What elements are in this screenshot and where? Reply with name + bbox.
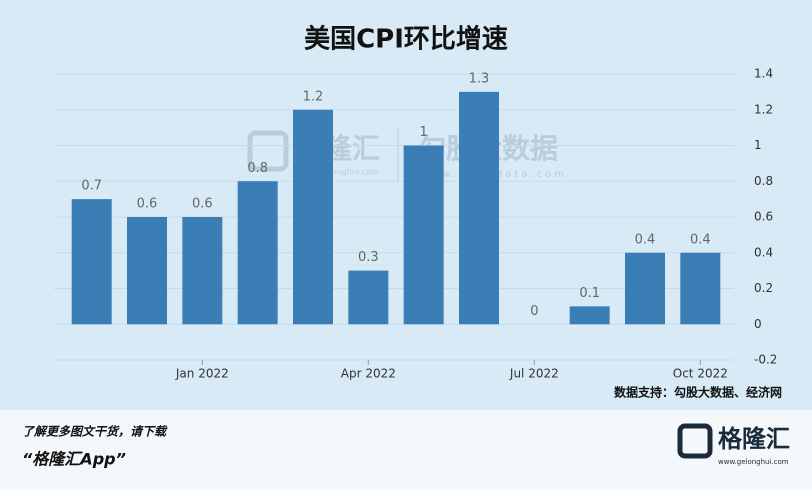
bar (569, 306, 610, 325)
value-label: 0.4 (635, 232, 656, 247)
value-label: 1.3 (469, 71, 490, 86)
value-label: 0.8 (247, 161, 268, 176)
x-tick-label: Apr 2022 (341, 367, 396, 381)
x-tick-label: Jan 2022 (175, 367, 229, 381)
y-tick-label: 0.6 (754, 210, 773, 224)
footer-logo-icon (677, 423, 713, 459)
bar (459, 91, 499, 325)
bar (625, 252, 665, 325)
y-tick-label: 0.4 (754, 245, 773, 259)
bar (293, 109, 333, 325)
footer-app: “格隆汇App” (22, 450, 126, 469)
x-tick-label: Oct 2022 (673, 367, 728, 381)
bar (680, 252, 721, 325)
y-tick-label: 1 (754, 138, 762, 152)
y-tick-label: 1.2 (754, 102, 773, 116)
value-label: 1 (420, 125, 428, 140)
bar (127, 217, 167, 325)
bar (348, 270, 389, 325)
y-tick-label: 0 (754, 317, 762, 331)
value-label: 1.2 (303, 89, 324, 104)
footer-prompt: 了解更多图文干货，请下载 (22, 425, 168, 439)
footer-background (0, 410, 812, 490)
watermark-logo (247, 130, 289, 172)
y-tick-label: 0.8 (754, 174, 773, 188)
x-tick-label: Jul 2022 (509, 367, 559, 381)
value-label: 0 (530, 304, 538, 319)
y-tick-label: 1.4 (754, 67, 773, 81)
bar (403, 145, 444, 325)
value-label: 0.1 (579, 286, 600, 301)
value-label: 0.6 (137, 197, 158, 212)
value-label: 0.7 (81, 179, 102, 194)
y-tick-label: -0.2 (754, 353, 777, 367)
value-label: 0.3 (358, 250, 379, 265)
bar (71, 199, 112, 325)
footer-site: www.gelonghui.com (718, 458, 789, 466)
source: 数据支持：勾股大数据、经济网 (614, 385, 782, 400)
y-tick-label: 0.2 (754, 281, 773, 295)
bar (237, 181, 278, 325)
footer-logo: 格隆汇 (718, 425, 790, 453)
value-label: 0.6 (192, 197, 213, 212)
watermark-site: www.gelonghui.com (298, 168, 379, 177)
bar (182, 217, 223, 325)
chart-title: 美国CPI环比增速 (304, 24, 508, 55)
value-label: 0.4 (690, 232, 711, 247)
